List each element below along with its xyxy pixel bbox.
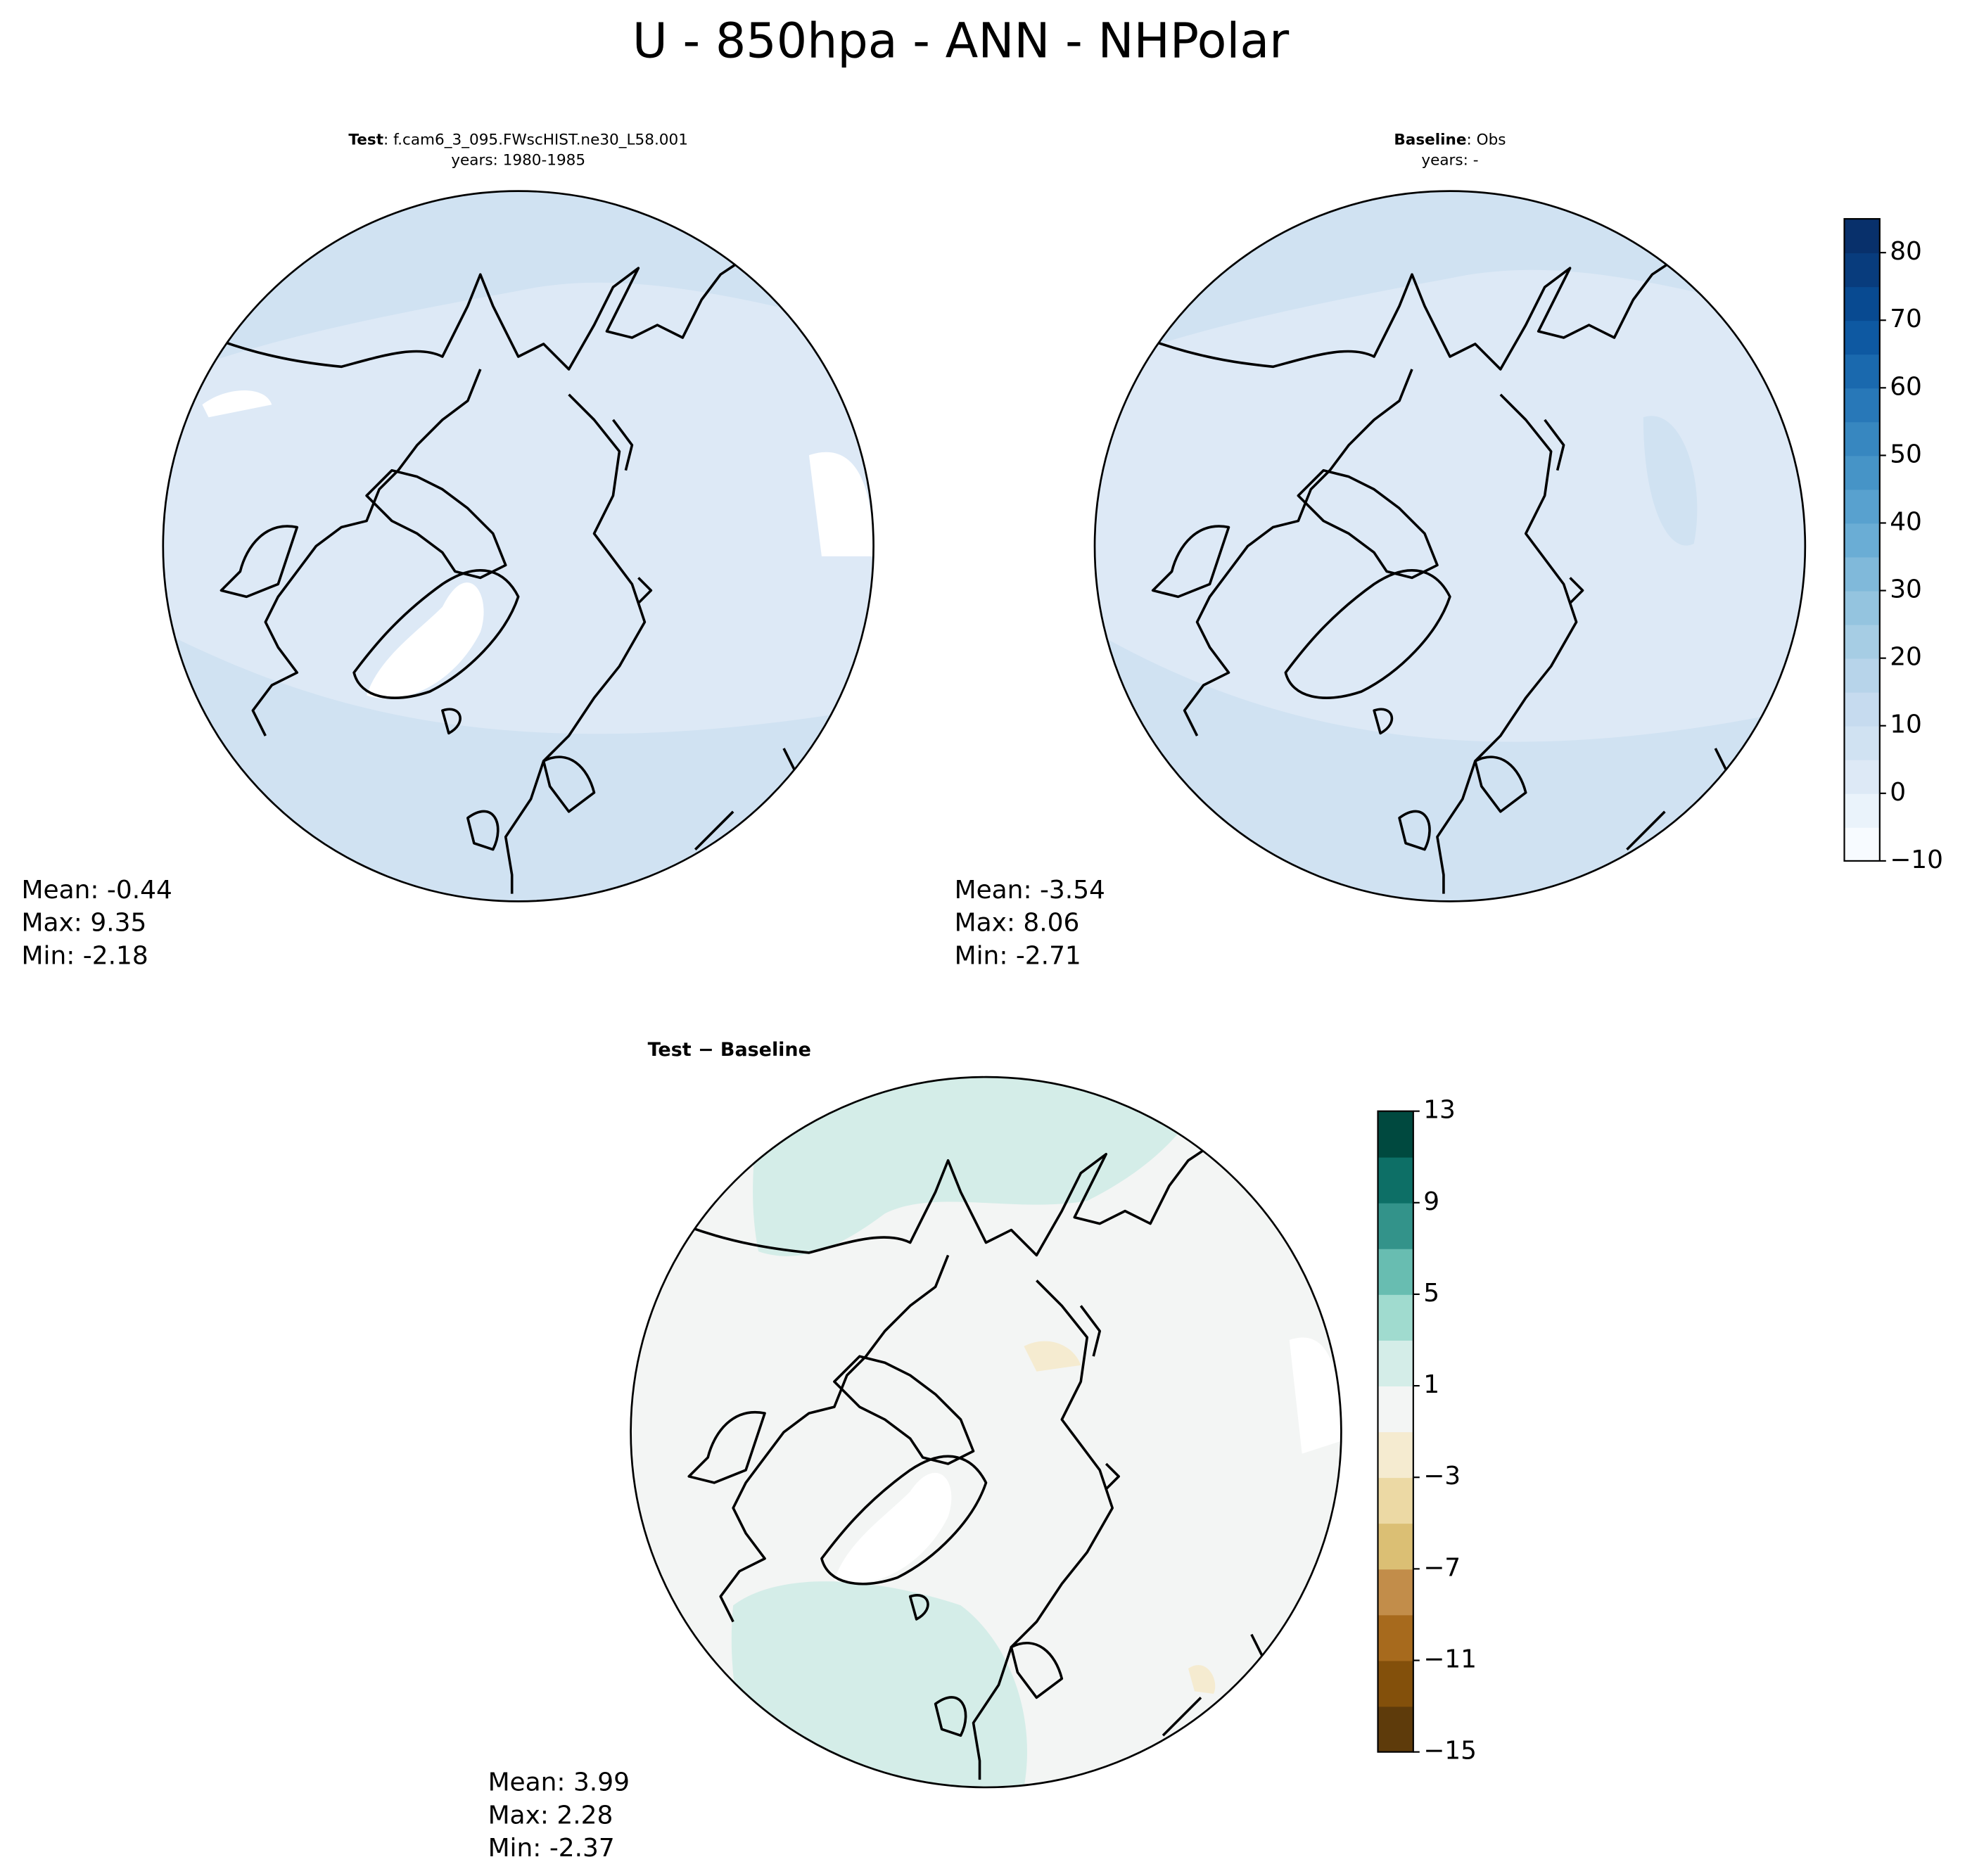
- stat: Min: -2.18: [22, 941, 148, 970]
- panel-title-bold: Test: [348, 132, 383, 149]
- colorbar-tick-label: 60: [1890, 372, 1922, 401]
- colorbar-band: [1844, 455, 1880, 490]
- colorbar-band: [1378, 1111, 1413, 1158]
- figure-title: U - 850hpa - ANN - NHPolar: [632, 14, 1290, 70]
- map-panel: Test − Baseline Mean: 3.99 Max: 2.28 Min…: [488, 1039, 1342, 1863]
- stat: Mean: -0.44: [22, 876, 172, 905]
- stats: Mean: -3.54 Max: 8.06 Min: -2.71: [955, 876, 1105, 970]
- colorbar-band: [1378, 1156, 1413, 1204]
- colorbar-tick-label: −7: [1423, 1553, 1461, 1582]
- colorbar-band: [1844, 489, 1880, 524]
- colorbar-band: [1844, 590, 1880, 625]
- colorbar-band: [1844, 556, 1880, 592]
- colorbar-tick-label: 30: [1890, 575, 1922, 604]
- stats: Mean: 3.99 Max: 2.28 Min: -2.37: [488, 1768, 630, 1863]
- colorbar-outline: [1377, 1110, 1414, 1753]
- colorbar-band: [1378, 1660, 1413, 1707]
- colorbar-tick-label: −3: [1423, 1462, 1461, 1491]
- map-panel: Baseline: Obs years: - Mean: -3.54 Max: …: [955, 132, 1807, 970]
- stat: Max: 2.28: [488, 1801, 613, 1830]
- colorbar-band: [1378, 1340, 1413, 1386]
- map-border: [630, 1076, 1342, 1789]
- colorbar-band: [1844, 421, 1880, 457]
- stats: Mean: -0.44 Max: 9.35 Min: -2.18: [22, 876, 172, 970]
- map-border: [162, 190, 874, 902]
- panel-title-bold: Baseline: [1394, 132, 1466, 149]
- colorbar-tick-label: 20: [1890, 643, 1922, 672]
- map-border: [1093, 190, 1807, 902]
- colorbar-tick-label: 40: [1890, 507, 1922, 536]
- colorbar-band: [1378, 1523, 1413, 1570]
- colorbar-band: [1378, 1569, 1413, 1616]
- panel-title-rest: : f.cam6_3_095.FWscHIST.ne30_L58.001: [383, 132, 688, 149]
- map-panel: Test: f.cam6_3_095.FWscHIST.ne30_L58.001…: [22, 132, 874, 970]
- colorbar-band: [1844, 388, 1880, 423]
- colorbar-band: [1844, 253, 1880, 288]
- colorbar-band: [1378, 1614, 1413, 1661]
- colorbar-tick-label: 13: [1423, 1096, 1456, 1125]
- colorbar-tick-label: 5: [1423, 1279, 1439, 1308]
- colorbar-tick-label: 0: [1890, 778, 1906, 807]
- stat: Mean: 3.99: [488, 1768, 630, 1797]
- colorbar-outline: [1843, 218, 1881, 862]
- map: [630, 1077, 1342, 1787]
- colorbar-tick-label: 9: [1423, 1187, 1439, 1216]
- colorbar-band: [1844, 320, 1880, 355]
- colorbar-band: [1844, 658, 1880, 693]
- panel-title: Test − Baseline: [648, 1039, 811, 1061]
- panel-years: years: 1980-1985: [451, 151, 585, 169]
- colorbar-band: [1378, 1431, 1413, 1479]
- map: [163, 191, 874, 902]
- colorbar-band: [1378, 1248, 1413, 1295]
- panel-title: Test: f.cam6_3_095.FWscHIST.ne30_L58.001: [348, 132, 687, 149]
- colorbar-band: [1844, 827, 1880, 862]
- colorbar-band: [1844, 624, 1880, 659]
- colorbar-tick-label: 10: [1890, 710, 1922, 739]
- colorbar-tick-label: 1: [1423, 1370, 1439, 1399]
- panel-title-rest: : Obs: [1467, 132, 1506, 149]
- colorbar-tick-label: 70: [1890, 305, 1922, 333]
- colorbar-band: [1844, 691, 1880, 727]
- map: [1095, 191, 1805, 902]
- stat: Max: 8.06: [955, 909, 1080, 938]
- stat: Mean: -3.54: [955, 876, 1105, 905]
- colorbar-tick-label: −15: [1423, 1737, 1477, 1766]
- colorbar-band: [1378, 1477, 1413, 1524]
- colorbar-band: [1844, 725, 1880, 760]
- colorbar-band: [1378, 1386, 1413, 1433]
- colorbar-tick-label: −10: [1890, 846, 1943, 874]
- colorbar-band: [1844, 759, 1880, 794]
- colorbar-band: [1378, 1706, 1413, 1753]
- colorbar-tick-label: 80: [1890, 237, 1922, 266]
- colorbar-band: [1844, 793, 1880, 828]
- stat: Min: -2.71: [955, 941, 1081, 970]
- colorbar-band: [1378, 1202, 1413, 1249]
- colorbar-band: [1844, 354, 1880, 389]
- colorbar-band: [1844, 523, 1880, 558]
- panel-title: Baseline: Obs: [1394, 132, 1506, 149]
- stat: Max: 9.35: [22, 909, 147, 938]
- stat: Min: -2.37: [488, 1834, 615, 1863]
- colorbar-tick-label: −11: [1423, 1645, 1477, 1673]
- colorbar-band: [1844, 219, 1880, 254]
- colorbar-tick-label: 50: [1890, 440, 1922, 468]
- panel-years: years: -: [1421, 151, 1478, 169]
- colorbar-band: [1844, 286, 1880, 321]
- colorbar-band: [1378, 1294, 1413, 1341]
